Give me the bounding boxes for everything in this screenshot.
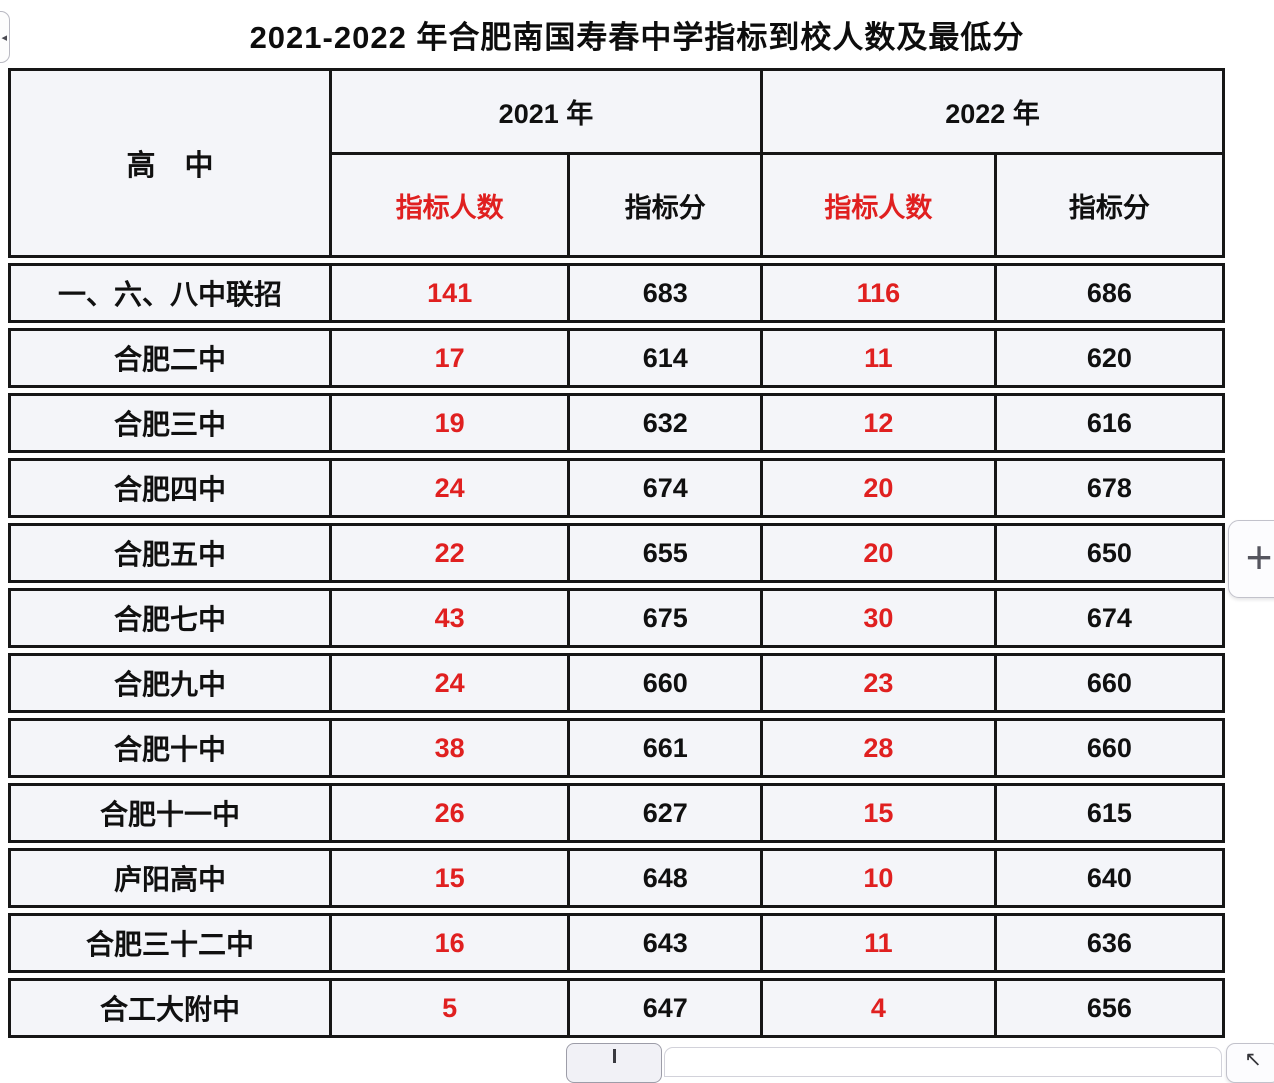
table-row: 合肥三中 19 632 12 616 (8, 393, 1225, 453)
count-2021: 22 (332, 526, 571, 580)
partial-glyph-icon (612, 1049, 616, 1063)
zoom-in-button[interactable]: + (1228, 520, 1274, 598)
count-2022: 10 (763, 851, 997, 905)
score-2021: 648 (570, 851, 764, 905)
count-2021: 24 (332, 461, 571, 515)
score-2021: 627 (570, 786, 764, 840)
table-row: 庐阳高中 15 648 10 640 (8, 848, 1225, 908)
score-2021: 614 (570, 331, 764, 385)
collapsed-left-edge-button[interactable]: ◂ (0, 11, 10, 63)
school-name: 合肥十中 (11, 721, 332, 775)
northwest-arrow-icon: ↖ (1244, 1048, 1262, 1071)
score-2021: 661 (570, 721, 764, 775)
column-header-score-2022: 指标分 (1068, 192, 1150, 223)
count-2021: 26 (332, 786, 571, 840)
school-name: 合肥三十二中 (11, 916, 332, 970)
count-2022: 28 (763, 721, 997, 775)
count-2021: 5 (332, 981, 571, 1035)
column-header-count-2021: 指标人数 (332, 155, 571, 255)
count-2022: 20 (763, 461, 997, 515)
count-2021: 38 (332, 721, 571, 775)
count-2021: 16 (332, 916, 571, 970)
count-2021: 17 (332, 331, 571, 385)
school-name: 庐阳高中 (11, 851, 332, 905)
score-2021: 643 (570, 916, 764, 970)
school-name: 合工大附中 (11, 981, 332, 1035)
table-row: 合肥五中 22 655 20 650 (8, 523, 1225, 583)
column-header-score-2021: 指标分 (570, 155, 764, 255)
count-2021: 43 (332, 591, 571, 645)
score-2022: 616 (1086, 407, 1132, 438)
count-2022: 15 (763, 786, 997, 840)
score-2021: 683 (570, 266, 764, 320)
score-2022: 686 (1086, 277, 1132, 308)
count-2022: 12 (763, 396, 997, 450)
school-name: 合肥二中 (11, 331, 332, 385)
table-row: 合肥三十二中 16 643 11 636 (8, 913, 1225, 973)
count-2022: 23 (763, 656, 997, 710)
school-name: 合肥四中 (11, 461, 332, 515)
score-2022: 660 (1086, 667, 1132, 698)
school-name: 合肥九中 (11, 656, 332, 710)
table-row: 合肥十一中 26 627 15 615 (8, 783, 1225, 843)
table-row: 一、六、八中联招 141 683 116 686 (8, 263, 1225, 323)
count-2022: 11 (763, 331, 997, 385)
table-row: 合肥二中 17 614 11 620 (8, 328, 1225, 388)
count-2022: 116 (763, 266, 997, 320)
table-row: 合肥九中 24 660 23 660 (8, 653, 1225, 713)
score-2022: 636 (1086, 927, 1132, 958)
school-name: 合肥十一中 (11, 786, 332, 840)
count-2022: 30 (763, 591, 997, 645)
table-row: 合肥四中 24 674 20 678 (8, 458, 1225, 518)
title-bar: 2021-2022 年合肥南国寿春中学指标到校人数及最低分 (0, 0, 1274, 68)
score-2021: 632 (570, 396, 764, 450)
score-2021: 660 (570, 656, 764, 710)
count-2022: 11 (763, 916, 997, 970)
score-2022: 660 (1086, 732, 1132, 763)
column-header-year-2022: 2022 年 (763, 71, 1222, 155)
plus-icon: + (1245, 531, 1273, 583)
restore-view-button[interactable]: ↖ (1226, 1043, 1274, 1083)
quota-table: 高 中 2021 年 2022 年 指标人数 指标分 指标人数 指标分 一、六、… (8, 68, 1225, 1038)
score-2021: 675 (570, 591, 764, 645)
count-2022: 4 (763, 981, 997, 1035)
table-header: 高 中 2021 年 2022 年 指标人数 指标分 指标人数 指标分 (8, 68, 1225, 258)
score-2021: 655 (570, 526, 764, 580)
column-header-year-2021: 2021 年 (331, 71, 764, 155)
count-2021: 24 (332, 656, 571, 710)
score-2022: 615 (1086, 797, 1132, 828)
bottom-toolbar-edge (664, 1047, 1222, 1077)
table-row: 合肥七中 43 675 30 674 (8, 588, 1225, 648)
score-2022: 674 (1086, 602, 1132, 633)
page-title: 2021-2022 年合肥南国寿春中学指标到校人数及最低分 (249, 19, 1025, 55)
school-name: 合肥七中 (11, 591, 332, 645)
score-2022: 678 (1086, 472, 1132, 503)
school-name: 一、六、八中联招 (11, 266, 332, 320)
count-2021: 19 (332, 396, 571, 450)
score-2022: 620 (1086, 342, 1132, 373)
column-header-count-2022: 指标人数 (763, 155, 997, 255)
count-2022: 20 (763, 526, 997, 580)
school-name: 合肥五中 (11, 526, 332, 580)
table-row: 合肥十中 38 661 28 660 (8, 718, 1225, 778)
count-2021: 15 (332, 851, 571, 905)
bottom-partial-button[interactable] (566, 1043, 662, 1083)
score-2022: 656 (1086, 992, 1132, 1023)
school-name: 合肥三中 (11, 396, 332, 450)
score-2022: 640 (1086, 862, 1132, 893)
count-2021: 141 (332, 266, 571, 320)
score-2021: 674 (570, 461, 764, 515)
column-header-school: 高 中 (11, 71, 332, 255)
score-2022: 650 (1086, 537, 1132, 568)
score-2021: 647 (570, 981, 764, 1035)
left-arrow-icon: ◂ (1, 31, 7, 44)
table-row: 合工大附中 5 647 4 656 (8, 978, 1225, 1038)
